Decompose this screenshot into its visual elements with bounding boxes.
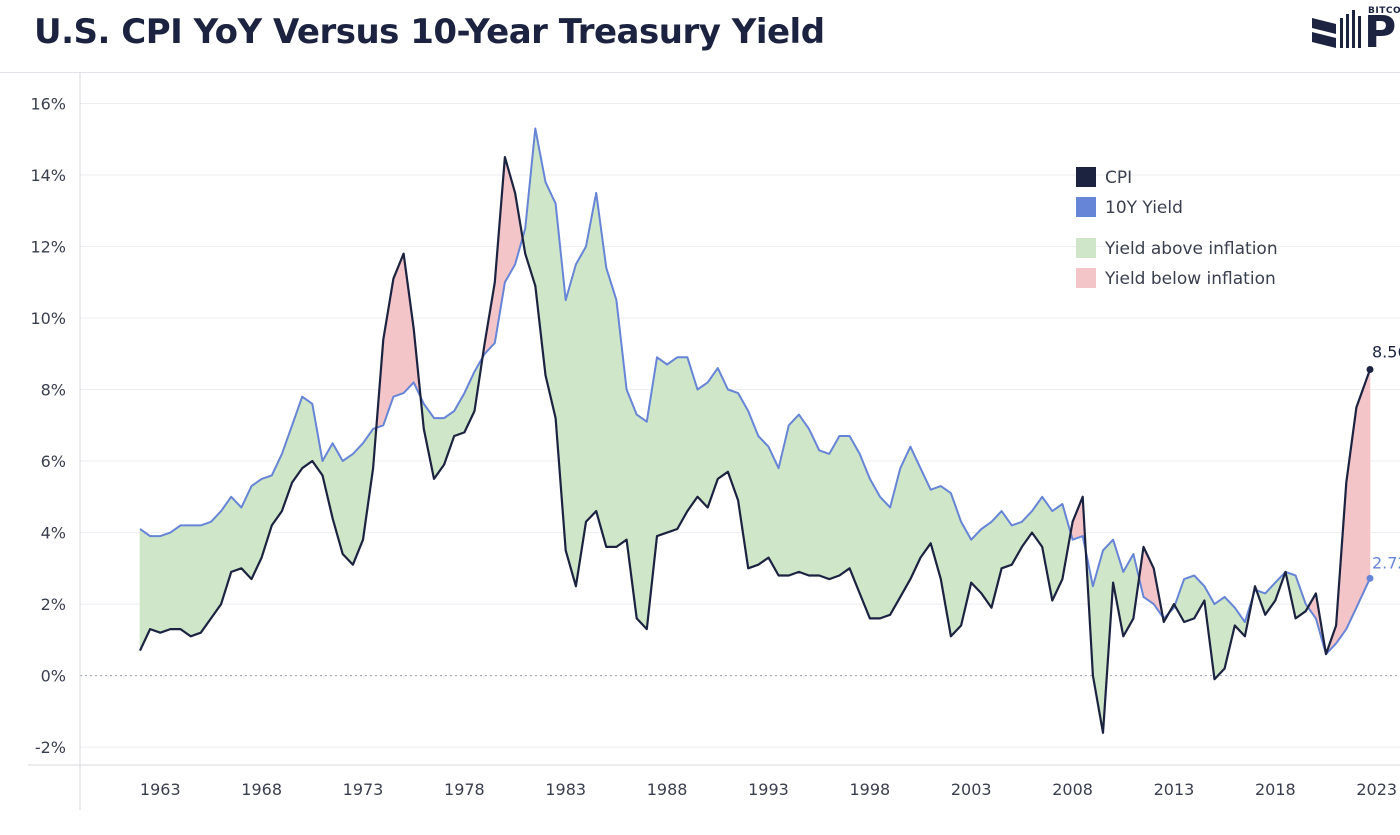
x-tick-label: 1983	[545, 780, 586, 799]
legend-label-10y-yield: 10Y Yield	[1105, 198, 1183, 218]
x-tick-label: 1993	[748, 780, 789, 799]
area-yield-above-inflation	[1183, 575, 1195, 623]
y-tick-label: 4%	[41, 524, 66, 543]
area-yield-above-inflation	[808, 428, 820, 576]
area-yield-above-inflation	[828, 434, 840, 580]
area-yield-above-inflation	[798, 413, 810, 576]
page-title: U.S. CPI YoY Versus 10-Year Treasury Yie…	[34, 12, 825, 52]
y-tick-label: 8%	[41, 381, 66, 400]
y-tick-label: 14%	[30, 166, 66, 185]
legend-swatch-yield-above-inflation	[1076, 238, 1096, 258]
area-yield-above-inflation	[859, 453, 871, 619]
area-yield-above-inflation	[879, 496, 891, 619]
axes: -2% 0% 2% 4% 6% 8% 10% 12% 14% 16% 1963 1968 1973 197…	[28, 72, 1400, 810]
area-yield-below-inflation	[1356, 369, 1371, 608]
area-yield-above-inflation	[605, 267, 617, 548]
legend-label-cpi: CPI	[1105, 168, 1132, 188]
area-yield-above-inflation	[190, 525, 202, 637]
end-labels: 8.56 2.72	[1366, 343, 1400, 582]
series-line-cpi	[139, 156, 1372, 734]
area-yield-above-inflation	[656, 356, 668, 537]
legend-swatch-cpi	[1076, 167, 1096, 187]
area-yield-above-inflation	[160, 532, 171, 634]
y-tick-label: 6%	[41, 452, 66, 471]
legend: CPI 10Y Yield Yield above inflation Yield b…	[1076, 167, 1278, 289]
y-tick-label: 2%	[41, 595, 66, 614]
x-tick-label: 1978	[444, 780, 485, 799]
area-yield-above-inflation	[433, 417, 445, 480]
area-yield-above-inflation	[788, 413, 800, 576]
area-yield-above-inflation	[1214, 596, 1225, 680]
series-lines	[139, 127, 1372, 734]
logo-mark-icon	[1312, 10, 1361, 48]
series-line-10y-yield	[139, 127, 1371, 656]
area-yield-above-inflation	[241, 485, 252, 580]
legend-swatch-yield-below-inflation	[1076, 268, 1096, 288]
area-yield-above-inflation	[869, 477, 881, 619]
x-tick-label: 1973	[343, 780, 384, 799]
area-yield-above-inflation	[707, 367, 719, 508]
area-yield-above-inflation	[230, 496, 242, 573]
area-yield-above-inflation	[200, 521, 212, 634]
x-tick-label: 2008	[1052, 780, 1093, 799]
area-yield-above-inflation	[342, 453, 354, 566]
x-tick-label: 1963	[140, 780, 181, 799]
y-tick-label: 0%	[41, 667, 66, 686]
area-yield-above-inflation	[352, 442, 364, 565]
area-yield-above-inflation	[818, 449, 830, 580]
spread-areas	[139, 128, 1371, 733]
title-divider	[0, 72, 1400, 73]
y-tick-label: 12%	[30, 237, 66, 256]
yield-end-label: 2.72	[1372, 553, 1400, 572]
area-yield-above-inflation	[251, 478, 262, 580]
y-tick-label: -2%	[35, 738, 66, 757]
x-tick-label: 1988	[647, 780, 688, 799]
area-yield-above-inflation	[687, 357, 698, 513]
x-tick-label: 2013	[1154, 780, 1195, 799]
area-yield-above-inflation	[170, 524, 181, 630]
area-yield-above-inflation	[261, 474, 273, 558]
area-yield-above-inflation	[757, 435, 769, 566]
cpi-end-label: 8.56	[1372, 343, 1400, 362]
brand-logo: BITCOIN P	[1308, 6, 1400, 56]
area-yield-above-inflation	[149, 535, 161, 634]
area-yield-above-inflation	[1041, 495, 1053, 601]
area-yield-above-inflation	[899, 446, 911, 599]
cpi-end-point	[1366, 366, 1374, 374]
area-yield-above-inflation	[1123, 552, 1134, 638]
yield-end-point	[1366, 574, 1374, 582]
area-yield-above-inflation	[737, 391, 749, 569]
logo-big-text: P	[1364, 7, 1397, 56]
legend-label-yield-below-inflation: Yield below inflation	[1104, 269, 1276, 289]
legend-label-yield-above-inflation: Yield above inflation	[1104, 239, 1278, 259]
area-yield-above-inflation	[453, 391, 465, 437]
area-yield-above-inflation	[180, 525, 191, 637]
area-yield-above-inflation	[210, 510, 222, 620]
area-yield-above-inflation	[301, 396, 313, 469]
y-tick-label: 10%	[30, 309, 66, 328]
area-yield-above-inflation	[636, 414, 648, 630]
x-tick-label: 2023	[1356, 780, 1397, 799]
area-yield-above-inflation	[1011, 521, 1023, 566]
y-tick-label: 16%	[30, 94, 66, 113]
x-tick-label: 1968	[241, 780, 282, 799]
area-yield-above-inflation	[697, 381, 709, 509]
area-yield-above-inflation	[839, 435, 850, 577]
area-yield-above-inflation	[666, 356, 678, 534]
area-yield-above-inflation	[1052, 503, 1063, 601]
x-tick-label: 2003	[951, 780, 992, 799]
logo-small-text: BITCOIN	[1368, 6, 1400, 16]
area-yield-above-inflation	[565, 264, 577, 587]
area-yield-above-inflation	[676, 356, 688, 531]
x-tick-label: 2018	[1255, 780, 1296, 799]
area-yield-above-inflation	[991, 510, 1002, 608]
legend-swatch-10y-yield	[1076, 197, 1096, 217]
x-tick-label: 1998	[849, 780, 890, 799]
